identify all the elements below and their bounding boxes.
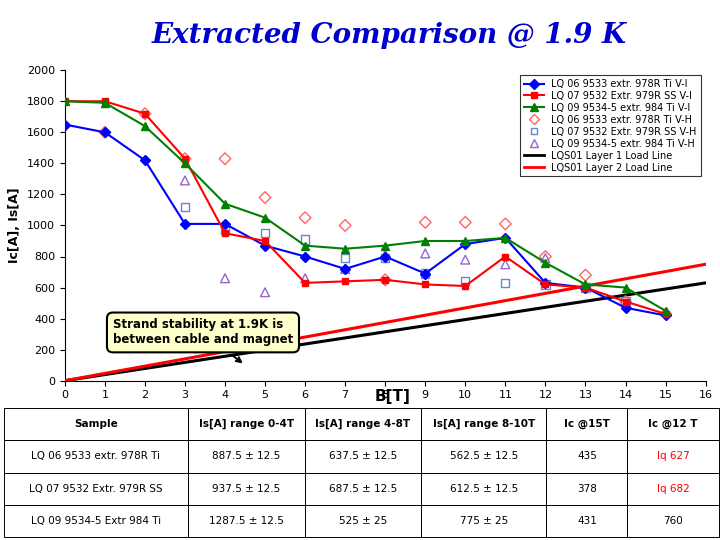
Point	[620, 297, 631, 306]
Point	[540, 254, 552, 262]
Point	[339, 221, 351, 230]
Text: 562.5 ± 12.5: 562.5 ± 12.5	[449, 451, 518, 461]
Point	[540, 280, 552, 289]
Text: 378: 378	[577, 484, 597, 494]
Point	[259, 229, 271, 238]
Text: Is[A] range 0-4T: Is[A] range 0-4T	[199, 418, 294, 429]
Point	[300, 274, 311, 282]
Point	[379, 275, 391, 284]
Point	[219, 274, 230, 282]
Point	[259, 193, 271, 202]
Text: 760: 760	[663, 516, 683, 526]
Point	[259, 288, 271, 296]
Point	[420, 249, 431, 258]
Text: Strand stability at 1.9K is
between cable and magnet: Strand stability at 1.9K is between cabl…	[113, 319, 293, 362]
Point	[219, 154, 230, 163]
Point	[620, 297, 631, 306]
Text: Extracted Comparison @ 1.9 K: Extracted Comparison @ 1.9 K	[151, 22, 626, 49]
Point	[300, 213, 311, 222]
Point	[300, 235, 311, 244]
Text: Ic @15T: Ic @15T	[564, 418, 610, 429]
Text: LQ 09 9534-5 Extr 984 Ti: LQ 09 9534-5 Extr 984 Ti	[31, 516, 161, 526]
Point	[580, 271, 591, 280]
Text: 525 ± 25: 525 ± 25	[338, 516, 387, 526]
Y-axis label: Ic[A], Is[A]: Ic[A], Is[A]	[9, 187, 22, 264]
Point	[379, 251, 391, 259]
Text: Is[A] range 8-10T: Is[A] range 8-10T	[433, 418, 535, 429]
Text: Ic @12 T: Ic @12 T	[648, 418, 698, 429]
Text: Iq 627: Iq 627	[657, 451, 689, 461]
Point	[420, 269, 431, 278]
Point	[660, 309, 671, 318]
Point	[219, 226, 230, 234]
Text: 887.5 ± 12.5: 887.5 ± 12.5	[212, 451, 281, 461]
Point	[459, 218, 471, 227]
Point	[339, 254, 351, 262]
Point	[500, 260, 511, 268]
Text: 775 ± 25: 775 ± 25	[459, 516, 508, 526]
Point	[139, 110, 150, 118]
Text: 431: 431	[577, 516, 597, 526]
Text: 435: 435	[577, 451, 597, 461]
Point	[500, 220, 511, 228]
Text: 1287.5 ± 12.5: 1287.5 ± 12.5	[209, 516, 284, 526]
Text: Iq 682: Iq 682	[657, 484, 689, 494]
Text: B[T]: B[T]	[374, 389, 410, 404]
Text: 937.5 ± 12.5: 937.5 ± 12.5	[212, 484, 281, 494]
Point	[580, 283, 591, 292]
Point	[379, 254, 391, 262]
Text: Sample: Sample	[74, 419, 118, 429]
Point	[339, 265, 351, 273]
Point	[420, 218, 431, 227]
Text: LQ 07 9532 Extr. 979R SS: LQ 07 9532 Extr. 979R SS	[29, 484, 163, 494]
Point	[179, 176, 191, 185]
Point	[459, 277, 471, 286]
Point	[459, 255, 471, 264]
Legend: LQ 06 9533 extr. 978R Ti V-I, LQ 07 9532 Extr. 979R SS V-I, LQ 09 9534-5 extr. 9: LQ 06 9533 extr. 978R Ti V-I, LQ 07 9532…	[521, 75, 701, 177]
Text: LQ 06 9533 extr. 978R Ti: LQ 06 9533 extr. 978R Ti	[32, 451, 161, 461]
Point	[179, 154, 191, 163]
Point	[540, 252, 552, 261]
Point	[179, 202, 191, 211]
Point	[500, 279, 511, 287]
Text: 612.5 ± 12.5: 612.5 ± 12.5	[449, 484, 518, 494]
Point	[99, 128, 111, 137]
Text: 687.5 ± 12.5: 687.5 ± 12.5	[328, 484, 397, 494]
Text: Is[A] range 4-8T: Is[A] range 4-8T	[315, 418, 410, 429]
Text: 637.5 ± 12.5: 637.5 ± 12.5	[328, 451, 397, 461]
